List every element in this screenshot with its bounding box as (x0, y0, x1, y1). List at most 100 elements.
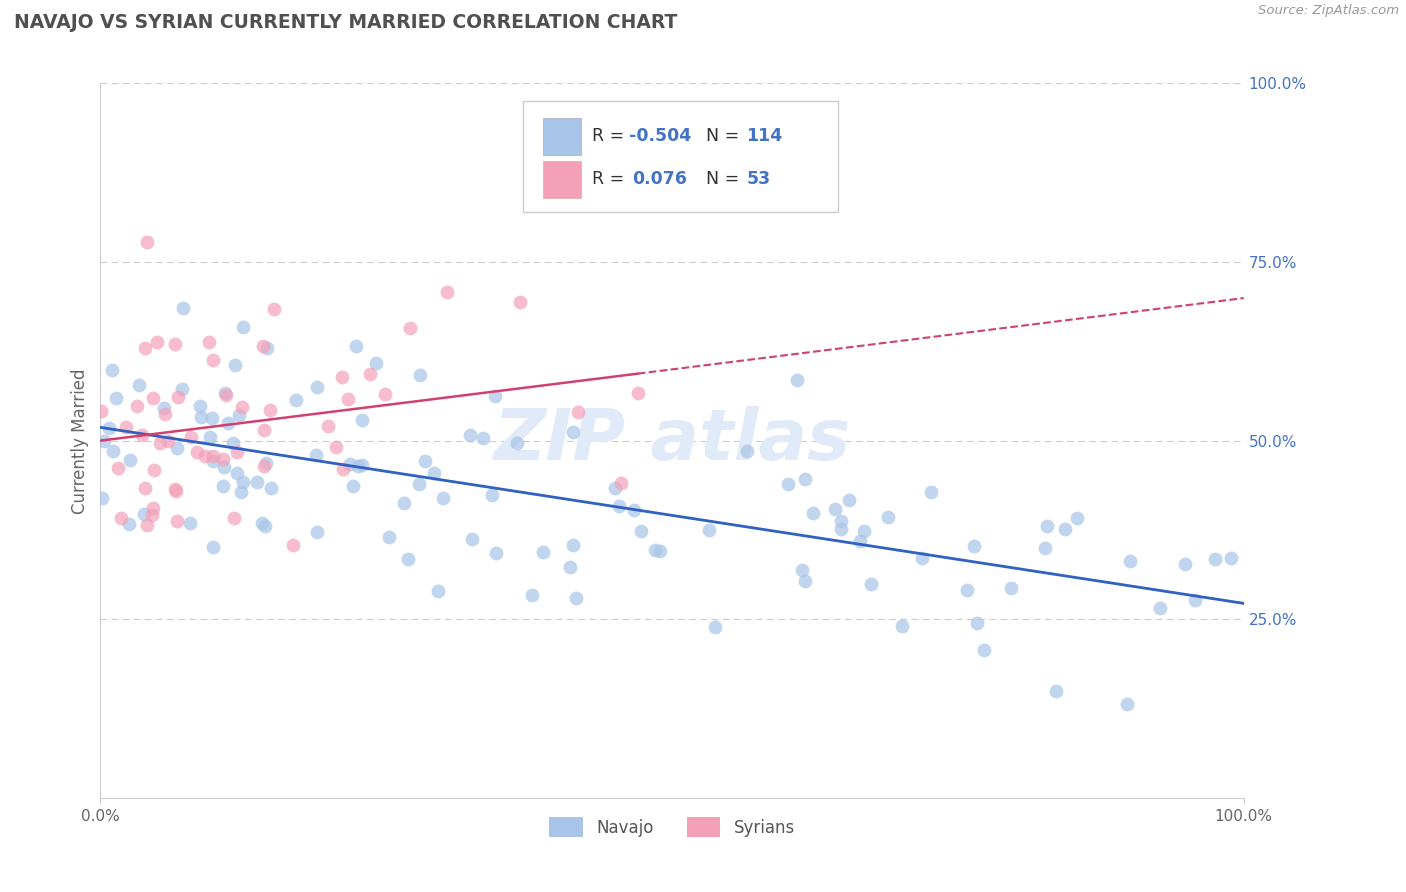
Point (366, 356, 388, 370)
Point (346, 458, 368, 473)
Y-axis label: Currently Married: Currently Married (72, 368, 89, 514)
Point (332, 462, 354, 476)
Point (232, 475, 254, 489)
Point (1045, 683, 1067, 698)
Point (627, 386, 650, 401)
Point (134, 341, 156, 355)
Point (778, 476, 800, 491)
Point (794, 574, 817, 588)
Point (211, 479, 233, 493)
Point (246, 475, 269, 490)
Point (156, 434, 179, 449)
Point (350, 412, 373, 426)
Point (217, 417, 239, 431)
Point (97, 421, 120, 435)
Point (211, 451, 233, 466)
Text: Source: ZipAtlas.com: Source: ZipAtlas.com (1258, 4, 1399, 18)
Point (152, 401, 174, 416)
Point (792, 563, 814, 577)
Text: 114: 114 (747, 128, 783, 145)
Point (859, 576, 882, 591)
Point (610, 476, 633, 491)
Point (824, 501, 846, 516)
Point (963, 539, 986, 553)
Point (226, 445, 249, 459)
Point (194, 449, 217, 463)
Point (920, 484, 942, 499)
Point (307, 380, 329, 394)
Point (506, 436, 529, 450)
Point (374, 386, 396, 401)
Point (325, 440, 347, 454)
Point (190, 409, 212, 424)
Point (214, 460, 236, 475)
Point (471, 431, 494, 445)
Point (167, 390, 190, 404)
Point (186, 445, 208, 459)
Text: 0.076: 0.076 (633, 170, 688, 188)
Point (132, 507, 155, 521)
Point (484, 546, 506, 560)
Point (344, 339, 367, 353)
Point (337, 392, 360, 406)
Point (396, 551, 419, 566)
Point (567, 404, 589, 418)
Point (180, 430, 202, 444)
Point (852, 524, 875, 538)
Point (531, 545, 554, 559)
Point (704, 620, 727, 634)
Point (1204, 552, 1226, 566)
Point (250, 516, 273, 530)
Text: 53: 53 (747, 170, 770, 188)
Text: ZIP atlas: ZIP atlas (494, 406, 851, 475)
Point (202, 449, 225, 463)
Point (339, 457, 361, 471)
Point (359, 367, 381, 381)
Point (520, 588, 543, 602)
Point (260, 481, 283, 495)
Point (263, 302, 285, 317)
Text: -0.504: -0.504 (628, 128, 690, 145)
Point (252, 339, 274, 353)
Point (135, 518, 157, 533)
Point (222, 436, 245, 450)
Point (166, 442, 188, 456)
Point (93, 434, 115, 449)
Point (253, 423, 276, 437)
Point (165, 483, 187, 498)
Bar (543, 161, 581, 198)
Point (458, 428, 481, 442)
Point (562, 425, 585, 439)
Point (1036, 519, 1059, 533)
Point (1115, 697, 1137, 711)
Point (90, 404, 112, 418)
Point (149, 436, 172, 450)
Point (408, 477, 430, 491)
Point (409, 368, 432, 382)
FancyBboxPatch shape (523, 102, 838, 212)
Point (254, 519, 277, 533)
Point (484, 389, 506, 403)
Point (163, 483, 186, 497)
Point (136, 235, 159, 250)
Point (838, 492, 860, 507)
Point (342, 478, 364, 492)
Point (307, 524, 329, 539)
Point (228, 408, 250, 422)
Point (623, 503, 645, 517)
Point (91, 491, 114, 506)
Point (142, 391, 165, 405)
Point (735, 443, 758, 458)
Point (830, 514, 852, 528)
Point (1149, 601, 1171, 615)
Text: NAVAJO VS SYRIAN CURRENTLY MARRIED CORRELATION CHART: NAVAJO VS SYRIAN CURRENTLY MARRIED CORRE… (14, 13, 678, 32)
Point (253, 458, 276, 473)
Point (281, 538, 304, 552)
Point (142, 501, 165, 516)
Point (118, 452, 141, 467)
Point (644, 542, 666, 557)
Point (1174, 558, 1197, 572)
Point (153, 407, 176, 421)
Point (284, 392, 307, 407)
Point (432, 491, 454, 505)
